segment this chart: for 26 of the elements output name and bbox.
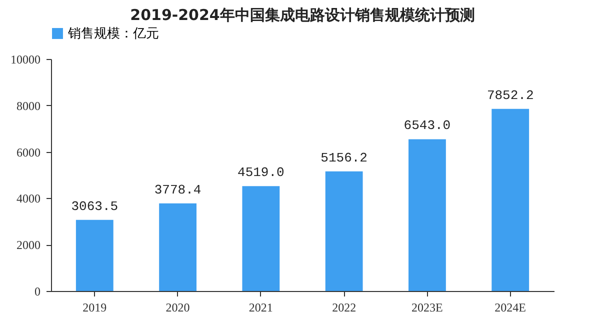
chart-title: 2019-2024年中国集成电路设计销售规模统计预测 xyxy=(130,6,475,24)
bar xyxy=(242,186,280,291)
bar xyxy=(76,220,114,291)
x-tick-label: 2020 xyxy=(166,300,190,314)
x-tick-label: 2021 xyxy=(248,300,273,314)
data-label: 3778.4 xyxy=(154,182,202,198)
bar xyxy=(408,139,446,291)
x-tick-label: 2019 xyxy=(82,300,107,314)
y-tick-label: 6000 xyxy=(16,145,40,160)
data-label: 4519.0 xyxy=(238,165,284,180)
legend-label: 销售规模：亿元 xyxy=(67,26,159,42)
y-tick-label: 10000 xyxy=(10,52,40,66)
bar xyxy=(492,108,530,291)
y-tick-label: 8000 xyxy=(16,98,40,113)
bar xyxy=(325,171,363,291)
x-tick-label: 2023E xyxy=(412,300,443,314)
data-label: 5156.2 xyxy=(320,150,368,166)
x-tick-label: 2022 xyxy=(332,300,356,314)
y-tick-label: 2000 xyxy=(16,238,40,252)
data-label: 6543.0 xyxy=(404,118,451,134)
data-label: 3063.5 xyxy=(71,198,118,214)
x-tick-label: 2024E xyxy=(494,300,526,314)
bar xyxy=(159,203,196,291)
data-label: 7852.2 xyxy=(486,88,534,103)
y-tick-label: 4000 xyxy=(16,192,40,206)
y-tick-label: 0 xyxy=(34,284,40,298)
